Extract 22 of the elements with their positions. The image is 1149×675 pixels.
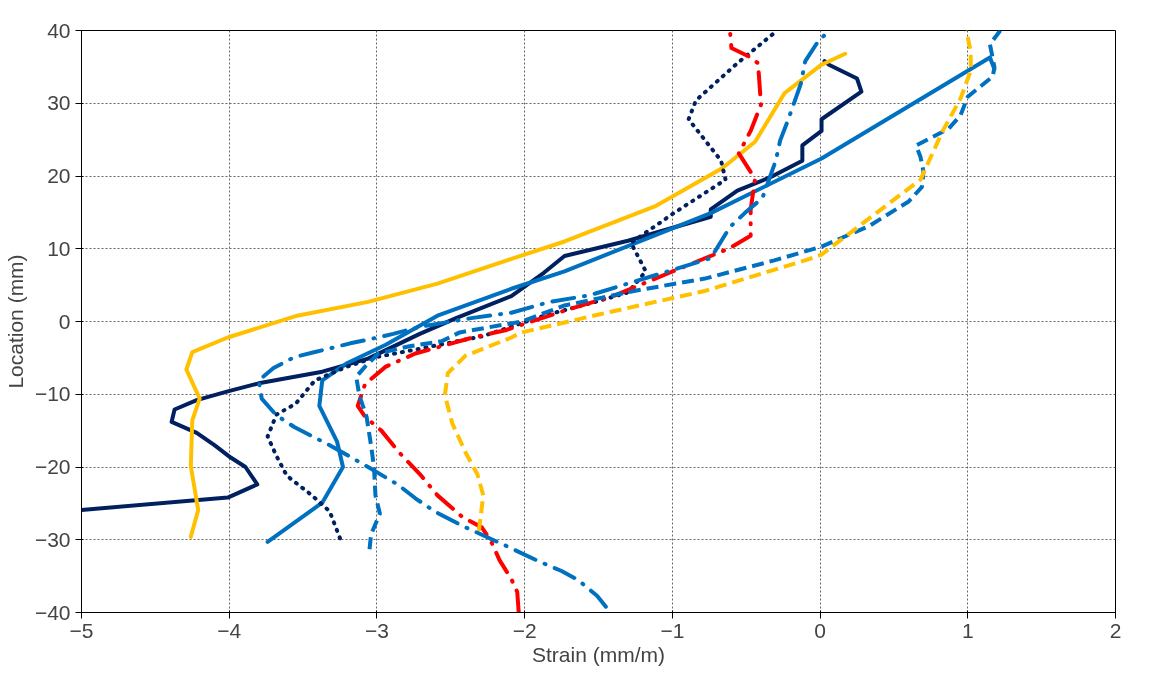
x-tick-label: 0: [814, 618, 826, 642]
x-axis-title: Strain (mm/m): [532, 642, 665, 666]
y-tick-label: 40: [47, 18, 71, 42]
y-tick-label: 0: [58, 309, 71, 333]
line-series: [184, 51, 848, 539]
line-series: [355, 30, 763, 613]
x-tick-label: −3: [364, 618, 389, 642]
y-tick-label: −20: [34, 455, 71, 478]
x-tick-label: 1: [961, 618, 974, 642]
y-tick-label: 20: [47, 164, 71, 187]
x-tick-label: −5: [69, 618, 94, 642]
y-tick-label: −40: [34, 600, 71, 624]
line-series: [442, 30, 973, 534]
y-tick-label: −30: [34, 527, 71, 551]
x-tick-label: −2: [512, 618, 537, 642]
y-axis-title: Location (mm): [3, 254, 27, 389]
x-tick-label: 2: [1109, 618, 1122, 642]
x-tick-label: −1: [660, 618, 685, 642]
y-tick-label: 10: [47, 236, 71, 260]
y-tick-label: −10: [34, 382, 71, 406]
y-tick-label: 30: [47, 91, 71, 115]
x-tick-label: −4: [217, 618, 242, 642]
